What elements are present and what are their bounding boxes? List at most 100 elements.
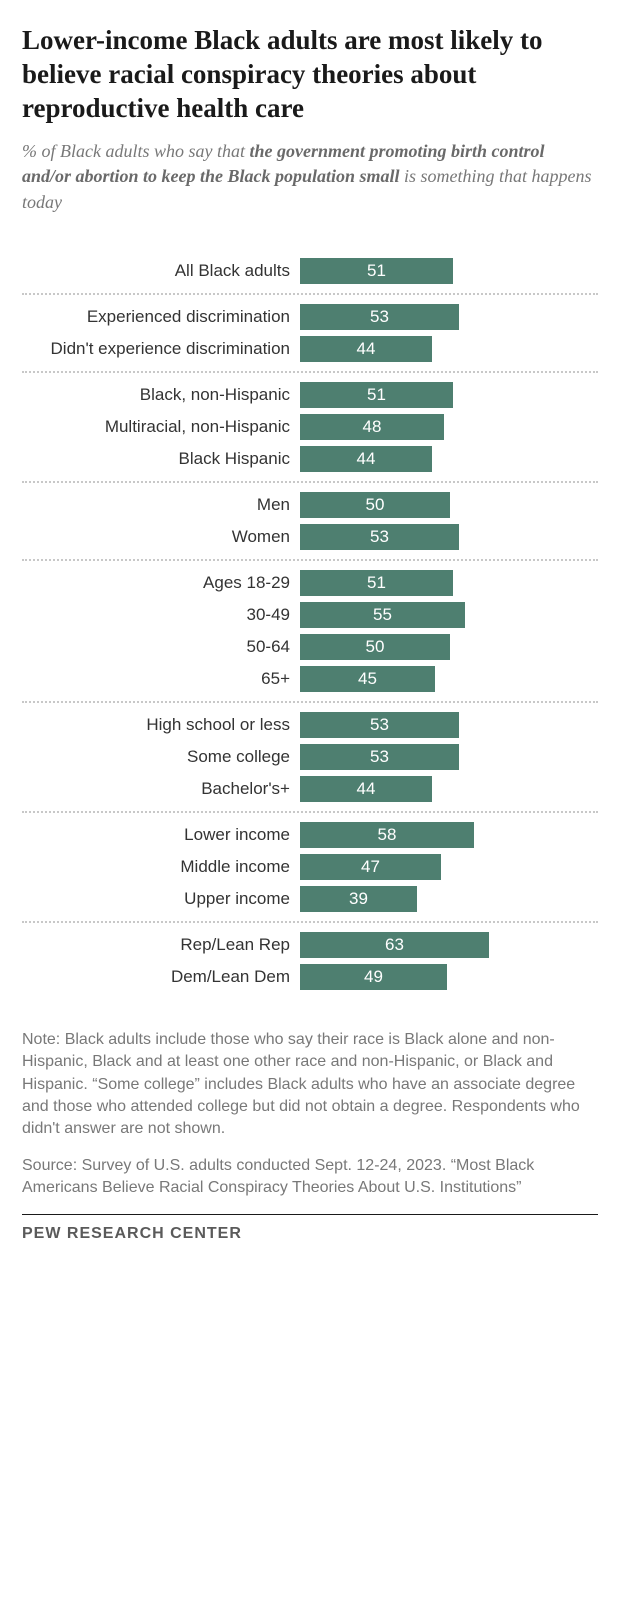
bar-area: 53 (300, 744, 598, 770)
chart-row: Dem/Lean Dem49 (22, 961, 598, 993)
bar: 51 (300, 258, 453, 284)
chart-row: Middle income47 (22, 851, 598, 883)
chart-note: Note: Black adults include those who say… (22, 1029, 598, 1141)
row-label: Women (22, 527, 300, 547)
row-label: Men (22, 495, 300, 515)
chart-row: Women 53 (22, 521, 598, 553)
bar-value: 53 (370, 307, 389, 327)
row-label: 30-49 (22, 605, 300, 625)
bar-value: 45 (358, 669, 377, 689)
bar-area: 44 (300, 776, 598, 802)
bar-area: 51 (300, 258, 598, 284)
group-divider (22, 701, 598, 703)
bar-value: 58 (378, 825, 397, 845)
row-label: Ages 18-29 (22, 573, 300, 593)
bar: 50 (300, 492, 450, 518)
chart-row: Ages 18-29 51 (22, 567, 598, 599)
bar: 47 (300, 854, 441, 880)
bar: 44 (300, 776, 432, 802)
bar: 49 (300, 964, 447, 990)
chart-title: Lower-income Black adults are most likel… (22, 24, 598, 125)
chart-row: 65+ 45 (22, 663, 598, 695)
bar-value: 51 (367, 385, 386, 405)
bar-value: 39 (349, 889, 368, 909)
bar-value: 51 (367, 261, 386, 281)
row-label: High school or less (22, 715, 300, 735)
bar: 39 (300, 886, 417, 912)
bar-value: 53 (370, 527, 389, 547)
row-label: All Black adults (22, 261, 300, 281)
bar-area: 53 (300, 304, 598, 330)
bar-value: 51 (367, 573, 386, 593)
row-label: Experienced discrimination (22, 307, 300, 327)
bar: 53 (300, 744, 459, 770)
row-label: Upper income (22, 889, 300, 909)
row-label: Black, non-Hispanic (22, 385, 300, 405)
bar-value: 50 (366, 495, 385, 515)
bar: 51 (300, 382, 453, 408)
bar-area: 50 (300, 492, 598, 518)
row-label: Multiracial, non-Hispanic (22, 417, 300, 437)
bar-area: 47 (300, 854, 598, 880)
group-divider (22, 371, 598, 373)
chart-subtitle: % of Black adults who say that the gover… (22, 139, 598, 215)
bar-value: 48 (363, 417, 382, 437)
chart-row: All Black adults 51 (22, 255, 598, 287)
bar: 51 (300, 570, 453, 596)
bar: 53 (300, 304, 459, 330)
bar-value: 50 (366, 637, 385, 657)
chart-row: 30-49 55 (22, 599, 598, 631)
bar-value: 44 (357, 449, 376, 469)
bar: 50 (300, 634, 450, 660)
row-label: Bachelor's+ (22, 779, 300, 799)
group-divider (22, 811, 598, 813)
group-divider (22, 481, 598, 483)
chart-row: Men 50 (22, 489, 598, 521)
row-label: Some college (22, 747, 300, 767)
chart-source: Source: Survey of U.S. adults conducted … (22, 1155, 598, 1200)
chart-row: Black, non-Hispanic 51 (22, 379, 598, 411)
bar-value: 63 (385, 935, 404, 955)
bar: 44 (300, 336, 432, 362)
chart-row: 50-64 50 (22, 631, 598, 663)
bar: 44 (300, 446, 432, 472)
row-label: Rep/Lean Rep (22, 935, 300, 955)
row-label: Black Hispanic (22, 449, 300, 469)
bar-area: 63 (300, 932, 598, 958)
bar-value: 53 (370, 715, 389, 735)
bar-area: 45 (300, 666, 598, 692)
footer-rule (22, 1214, 598, 1215)
chart-row: Rep/Lean Rep 63 (22, 929, 598, 961)
bar-value: 44 (357, 339, 376, 359)
bar: 58 (300, 822, 474, 848)
brand-attribution: PEW RESEARCH CENTER (22, 1225, 598, 1243)
subtitle-pre: % of Black adults who say that (22, 141, 249, 161)
bar-area: 44 (300, 336, 598, 362)
bar-area: 49 (300, 964, 598, 990)
bar-area: 55 (300, 602, 598, 628)
bar-chart: All Black adults 51 Experienced discrimina… (22, 255, 598, 993)
bar-area: 58 (300, 822, 598, 848)
bar: 53 (300, 712, 459, 738)
bar-value: 55 (373, 605, 392, 625)
bar-value: 44 (357, 779, 376, 799)
row-label: Lower income (22, 825, 300, 845)
bar-area: 50 (300, 634, 598, 660)
chart-row: Bachelor's+ 44 (22, 773, 598, 805)
chart-row: Didn't experience discrimination 44 (22, 333, 598, 365)
bar-area: 51 (300, 570, 598, 596)
row-label: Didn't experience discrimination (22, 339, 300, 359)
bar: 53 (300, 524, 459, 550)
row-label: 65+ (22, 669, 300, 689)
bar: 55 (300, 602, 465, 628)
bar-area: 39 (300, 886, 598, 912)
chart-row: Some college 53 (22, 741, 598, 773)
bar-value: 53 (370, 747, 389, 767)
chart-row: Upper income 39 (22, 883, 598, 915)
row-label: Middle income (22, 857, 300, 877)
chart-row: Black Hispanic 44 (22, 443, 598, 475)
row-label: 50-64 (22, 637, 300, 657)
bar: 48 (300, 414, 444, 440)
chart-row: High school or less 53 (22, 709, 598, 741)
row-label: Dem/Lean Dem (22, 967, 300, 987)
